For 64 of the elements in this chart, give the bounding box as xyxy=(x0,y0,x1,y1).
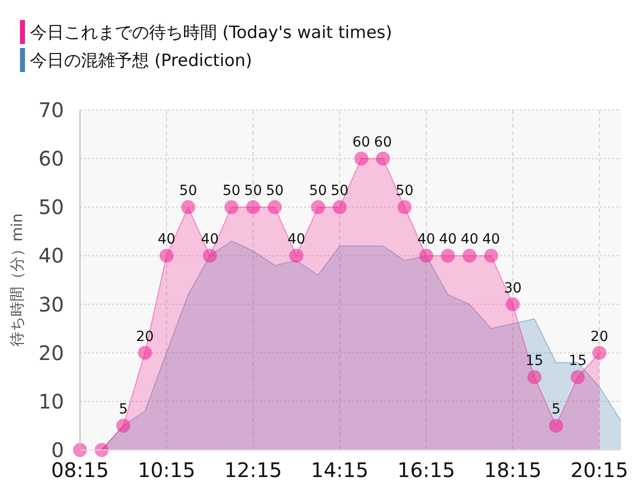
data-label: 20 xyxy=(590,328,608,345)
x-tick-label: 20:15 xyxy=(570,458,628,482)
data-label: 60 xyxy=(352,134,370,151)
data-label: 50 xyxy=(244,183,262,200)
point xyxy=(398,200,412,214)
data-label: 40 xyxy=(287,232,306,248)
point xyxy=(138,346,152,360)
y-tick-label: 40 xyxy=(38,244,64,268)
y-tick-label: 30 xyxy=(38,292,64,316)
data-label: 50 xyxy=(266,183,284,200)
legend-label: 今日の混雑予想 (Prediction) xyxy=(30,51,252,71)
point xyxy=(462,248,477,263)
point xyxy=(506,297,520,312)
data-label: 50 xyxy=(330,183,349,200)
data-label: 15 xyxy=(526,353,544,370)
y-tick-label: 20 xyxy=(38,340,64,365)
point xyxy=(224,200,238,214)
point xyxy=(440,248,455,263)
data-label: 5 xyxy=(552,402,561,418)
point xyxy=(73,443,87,457)
data-label: 50 xyxy=(179,183,198,200)
data-label: 20 xyxy=(136,328,154,345)
point xyxy=(289,248,304,263)
data-label: 40 xyxy=(482,232,500,248)
legend-label: 今日これまでの待ち時間 (Today's wait times) xyxy=(30,23,392,43)
point xyxy=(181,200,196,214)
data-label: 50 xyxy=(309,183,327,200)
data-label: 40 xyxy=(417,232,436,248)
data-label: 60 xyxy=(374,134,392,151)
data-label: 40 xyxy=(460,232,478,248)
point xyxy=(354,152,368,166)
point xyxy=(116,418,130,433)
data-label: 40 xyxy=(200,232,219,248)
data-label: 15 xyxy=(568,353,587,370)
point xyxy=(246,200,260,214)
point xyxy=(311,200,326,214)
point xyxy=(376,152,390,166)
y-tick-label: 10 xyxy=(38,389,64,414)
x-tick-label: 14:15 xyxy=(310,458,368,482)
point xyxy=(527,370,542,384)
x-tick-label: 12:15 xyxy=(224,458,282,482)
point xyxy=(549,418,564,433)
data-label: 30 xyxy=(504,280,522,296)
data-label: 50 xyxy=(222,183,240,200)
point xyxy=(484,248,498,263)
data-label: 5 xyxy=(118,402,128,418)
x-tick-label: 10:15 xyxy=(138,458,196,482)
point xyxy=(202,248,217,263)
point xyxy=(592,346,606,360)
point xyxy=(332,200,347,214)
point xyxy=(570,370,585,384)
data-label: 40 xyxy=(158,232,176,248)
y-tick-label: 70 xyxy=(38,98,64,122)
point xyxy=(94,443,109,457)
x-tick-label: 16:15 xyxy=(397,458,456,482)
x-tick-label: 18:15 xyxy=(484,458,542,482)
data-label: 40 xyxy=(438,232,457,248)
point xyxy=(268,200,282,214)
y-axis-title: 待ち時間（分）min xyxy=(8,213,26,347)
y-tick-label: 60 xyxy=(38,146,64,171)
data-label: 50 xyxy=(396,183,414,200)
point xyxy=(160,248,174,263)
point xyxy=(419,248,434,263)
y-tick-label: 50 xyxy=(38,195,64,220)
